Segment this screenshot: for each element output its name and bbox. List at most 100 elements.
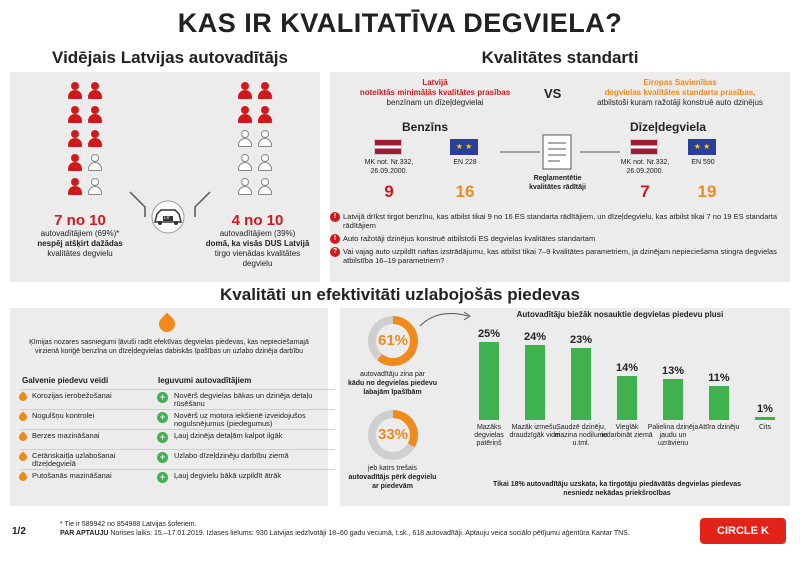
bar-category-label: Cits — [758, 424, 772, 431]
mk-note2-diesel: 26.09.2000. — [626, 168, 664, 175]
bar-category-label: Mazāks degvielas patēriņš — [474, 424, 504, 447]
footnote: * Tie ir 589942 no 854988 Latvijas šofer… — [60, 521, 197, 528]
lv-sub: benzīnam un dīzeļdegvielai — [386, 98, 484, 107]
ring1-line1: autovadītāju zina par — [360, 371, 425, 378]
bar-value-label: 24% — [523, 331, 547, 344]
plus-icon: + — [157, 432, 168, 443]
eu-flag-icon: ★ ★ — [450, 139, 478, 155]
person-icon — [88, 130, 102, 148]
ring2-line2: autovadītājs pērk degvielu — [348, 474, 437, 481]
bar-value-label: 1% — [757, 402, 773, 415]
person-icon — [238, 106, 252, 124]
standards-panel: Latvijā noteiktās minimālās kvalitātes p… — [330, 72, 790, 282]
row-divider — [20, 409, 335, 410]
plus-icon: + — [157, 412, 168, 423]
chart-footer1: Tikai 18% autovadītāju uzskata, ka tirgo… — [492, 481, 742, 488]
right-stat-line1: autovadītājiem (39%) — [219, 229, 296, 238]
bar — [617, 376, 637, 420]
right-stat-line2: domā, ka visās DUS Latvijā — [205, 239, 310, 248]
lv-title1: Latvijā — [422, 78, 448, 87]
bar-category-label: Saudzē dzinēju, mazina nodilumu u.tml. — [554, 424, 608, 447]
person-icon — [88, 106, 102, 124]
person-icon — [238, 178, 252, 196]
fuel-drop-icon — [17, 431, 29, 443]
additive-type: Cetānskaitļa uzlabošanai dīzeļdegvielā — [17, 451, 148, 468]
car-badge: LV — [164, 215, 170, 221]
left-ratio: 7 no 10 — [54, 212, 106, 229]
person-icon — [238, 130, 252, 148]
latvia-flag-icon — [374, 139, 402, 155]
alert-icon: ! — [330, 212, 340, 222]
person-icon — [238, 154, 252, 172]
eu-title2: degvielas kvalitātes standarta prasības, — [604, 88, 756, 97]
bar-value-label: 25% — [477, 328, 501, 340]
arrow-icon — [419, 311, 471, 327]
left-section-heading: Vidējais Latvijas autovadītājs — [52, 48, 288, 67]
person-icon — [68, 106, 82, 124]
bar — [479, 342, 499, 420]
car-icon — [151, 200, 185, 234]
benefits-bar-chart: 25% Mazāks degvielas patēriņš 24% Mazāk izm… — [452, 308, 782, 506]
bar-value-label: 23% — [569, 334, 593, 347]
fuel-drop-icon — [155, 312, 179, 336]
left-stat-line3: kvalitātes degvielu — [47, 249, 113, 258]
left-stat-line2: nespēj atšķirt dažādas — [37, 239, 123, 248]
page-number: 1/2 — [12, 526, 26, 537]
right-ratio: 4 no 10 — [231, 212, 284, 229]
person-icon — [258, 130, 272, 148]
additive-benefit: + Novērš degvielas bākas un dzinēja detaļ… — [157, 392, 324, 408]
bar-category-label: Attīra dzinēju — [698, 424, 740, 431]
benzins-eu-count: 16 — [455, 182, 475, 201]
eu-sub: atbilstoši kuram ražotāji konstruē auto … — [597, 98, 763, 107]
additive-type: Putošanās mazināšanai — [17, 471, 148, 483]
additives-intro: Ķīmijas nozares sasniegumi ļāvuši radīt … — [29, 339, 309, 355]
eu-title1: Eiropas Savienības — [643, 78, 717, 87]
bar — [709, 385, 729, 420]
comparison-lines — [500, 151, 620, 153]
additive-type: Korozijas ierobežošanai — [17, 391, 148, 403]
ring1-line2: kādu no degvielas piedevu — [347, 380, 438, 387]
row-divider — [20, 449, 335, 450]
bar-value-label: 11% — [708, 371, 730, 384]
ring-33: 33% — [368, 410, 418, 460]
eu-flag-icon: ★ ★ — [688, 139, 716, 155]
plus-icon: + — [157, 452, 168, 463]
latvia-flag-icon — [630, 139, 658, 155]
awareness-panel: 61% autovadītāju zina par kādu no degvie… — [340, 308, 790, 506]
chart-title: Autovadītāju biežāk nosauktie degvielas … — [516, 310, 724, 319]
bar — [663, 379, 683, 420]
diesel-lv-count: 7 — [640, 182, 650, 201]
lv-title2: noteiktās minimālās kvalitātes prasības — [359, 88, 511, 97]
doc-label1: Reglamentētie — [533, 175, 582, 182]
alert-icon: ? — [330, 247, 340, 257]
person-icon — [258, 82, 272, 100]
mk-note1-diesel: MK not. Nr.332, — [620, 159, 670, 166]
diesel-label: Dīzeļdegviela — [630, 120, 707, 134]
mk-note2: 26.09.2000. — [370, 168, 408, 175]
additive-benefit: + Novērš uz motora iekšienē izveidojušos … — [157, 412, 324, 428]
plus-icon: + — [157, 472, 168, 483]
doc-label2: kvalitātes rādītāji — [529, 184, 586, 191]
person-icon — [258, 106, 272, 124]
info-bullet-2: ! Auto ražotāji dzinējus konstruē atbilst… — [330, 234, 783, 244]
page-title: KAS IR KVALITATĪVA DEGVIELA? — [177, 8, 623, 38]
row-divider — [20, 469, 335, 470]
person-icon — [88, 178, 102, 196]
person-icon — [238, 82, 252, 100]
document-icon — [542, 134, 572, 170]
drivers-panel: LV 7 no 10 autovadītājiem (69%)* nespēj … — [10, 72, 320, 282]
chart-footer2: nesniedz nekādas priekšrocības — [563, 490, 671, 497]
fuel-drop-icon — [17, 391, 29, 403]
en228-label: EN 228 — [453, 159, 477, 166]
additive-benefit: + Ļauj dzinēja detaļām kalpot ilgāk — [157, 432, 324, 443]
benzins-label: Benzīns — [402, 120, 449, 134]
plus-icon: + — [157, 392, 168, 403]
fuel-drop-icon — [17, 411, 29, 423]
right-stat-line3: tirgo vienādas kvalitātes — [214, 249, 301, 258]
ring1-line3: labajām īpašībām — [363, 389, 422, 396]
additive-benefit: + Ļauj degvielu bākā uzpildīt ātrāk — [157, 472, 324, 483]
vs-label: VS — [544, 86, 562, 101]
person-icon — [68, 130, 82, 148]
person-icon — [88, 82, 102, 100]
left-stat-line1: autovadītājiem (69%)* — [40, 229, 120, 238]
